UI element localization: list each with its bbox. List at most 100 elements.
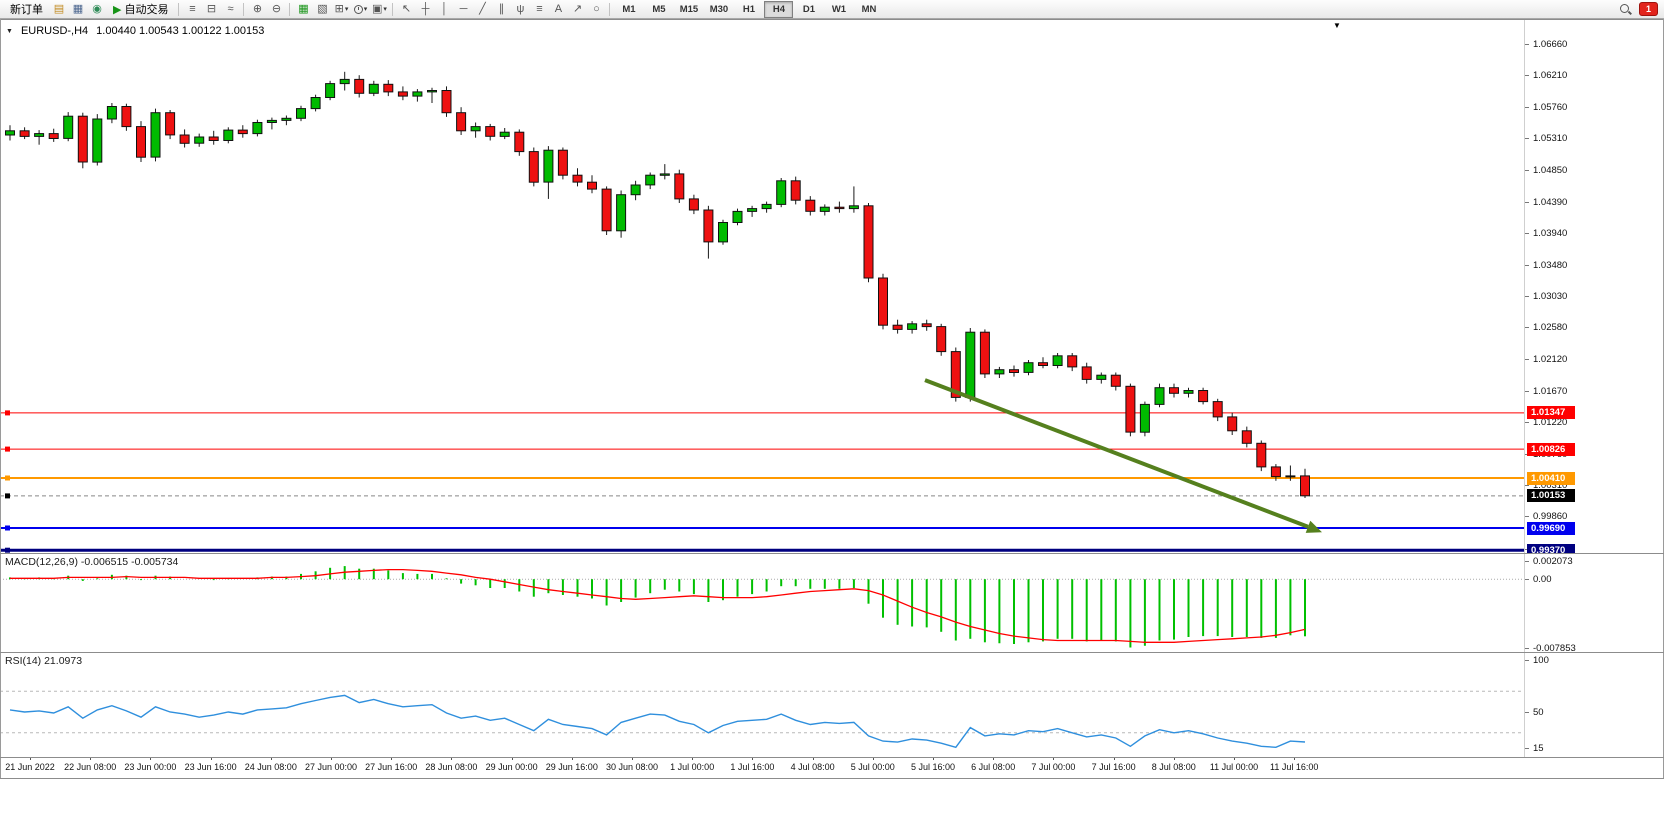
notification-badge[interactable]: 1	[1639, 2, 1658, 16]
price-tick-label: 1.04390	[1533, 196, 1568, 208]
time-tick-mark	[1113, 757, 1115, 760]
price-line-tag[interactable]: 1.01347	[1527, 406, 1575, 420]
vertical-line-tool-icon[interactable]: │	[441, 2, 448, 15]
shapes-tool-icon[interactable]: ○	[593, 2, 600, 15]
rsi-chart[interactable]	[0, 652, 1524, 757]
crosshair-tool-icon[interactable]: ┼	[421, 2, 430, 15]
search-handle	[1628, 10, 1632, 15]
time-label: 1 Jul 00:00	[670, 762, 715, 772]
time-label: 7 Jul 00:00	[1031, 762, 1076, 772]
price-tick-mark	[1525, 484, 1529, 486]
macd-label: MACD(12,26,9) -0.006515 -0.005734	[5, 556, 179, 568]
time-label: 30 Jun 08:00	[605, 762, 659, 772]
time-label: 11 Jul 00:00	[1209, 762, 1259, 772]
text-tool-icon[interactable]: A	[554, 2, 563, 15]
main-chart-panel[interactable]	[0, 19, 1524, 553]
timeframe-h1-button[interactable]: H1	[742, 3, 756, 15]
candlestick-chart-icon[interactable]: ⊟	[206, 2, 217, 15]
time-tick-mark	[993, 757, 995, 760]
symbol-dropdown-icon[interactable]: ▼	[6, 27, 13, 35]
price-tick-label: 1.06660	[1533, 39, 1568, 50]
timeframe-w1-button[interactable]: W1	[831, 3, 847, 15]
time-label: 5 Jul 00:00	[850, 762, 895, 772]
trendline-tool-icon[interactable]: ╱	[479, 2, 486, 15]
price-line-tag[interactable]: 1.00410	[1527, 471, 1575, 485]
time-tick-mark	[872, 757, 874, 760]
new-chart-glyph: ⊞	[334, 2, 344, 15]
time-tick-mark	[331, 757, 332, 760]
timeframe-m15-button[interactable]: M15	[679, 3, 699, 15]
rsi-label: RSI(14) 21.0973	[5, 655, 83, 667]
zoom-in-icon[interactable]: ⊕	[252, 2, 263, 15]
price-axis[interactable]: 1.06660 1.06210 1.05760 1.05310 1.04850 1.043…	[1524, 19, 1664, 557]
timeframe-h4-button[interactable]: H4	[764, 0, 794, 18]
timeframe-d1-button[interactable]: D1	[802, 3, 816, 15]
tile-windows-icon[interactable]: ▦	[298, 2, 309, 15]
templates-icon[interactable]: ▣ ▾	[370, 2, 388, 17]
zoom-out-icon[interactable]: ⊖	[271, 2, 282, 15]
price-tick-mark	[1525, 44, 1529, 45]
fibonacci-tool-icon[interactable]: ≡	[536, 2, 543, 15]
price-tick-mark	[1525, 232, 1529, 234]
rsi-tick-label: 100	[1533, 655, 1549, 666]
toolbar-separator	[243, 2, 245, 16]
time-tick-mark	[391, 757, 393, 760]
ohlc-values: 1.00440 1.00543 1.00122 1.00153	[96, 25, 265, 37]
clock-icon	[353, 4, 363, 14]
arrow-tool-icon[interactable]: ↗	[572, 2, 583, 15]
new-chart-icon[interactable]: ⊞ ▾	[332, 2, 350, 17]
price-line-tag[interactable]: 1.00153	[1527, 489, 1575, 503]
bar-chart-icon[interactable]: ≡	[189, 2, 196, 15]
horizontal-line-tool-icon[interactable]: ─	[459, 2, 468, 15]
rsi-separator[interactable]	[0, 652, 1664, 653]
candlestick-chart[interactable]	[0, 19, 1524, 553]
search-glass	[1620, 3, 1629, 13]
price-tick-label: 1.05760	[1533, 101, 1568, 113]
new-order-button[interactable]: 新订单	[4, 1, 49, 17]
time-tick-mark	[752, 757, 754, 760]
macd-panel[interactable]	[0, 553, 1524, 652]
time-label: 29 Jun 00:00	[485, 762, 538, 772]
line-chart-icon[interactable]: ≈	[227, 2, 234, 15]
macd-chart[interactable]	[0, 553, 1524, 652]
macd-axis: 0.002073 0.00 -0.007853	[1524, 553, 1664, 654]
time-tick-mark	[933, 757, 934, 760]
timeframe-m30-button[interactable]: M30	[709, 3, 729, 15]
time-tick-mark	[90, 757, 92, 760]
templates-glyph: ▣	[372, 2, 383, 15]
rsi-tick-mark	[1525, 660, 1529, 661]
price-tick-mark	[1525, 421, 1529, 423]
time-label: 28 Jun 08:00	[425, 762, 478, 772]
market-watch-icon[interactable]: ▤	[53, 2, 65, 15]
macd-separator[interactable]	[0, 553, 1664, 554]
time-tick-mark	[451, 757, 453, 760]
auto-trading-button[interactable]: ▶ 自动交易	[107, 1, 174, 17]
price-tick-mark	[1525, 516, 1529, 518]
timeframe-m5-button[interactable]: M5	[652, 3, 666, 15]
time-tick-mark	[692, 757, 694, 760]
periods-icon[interactable]: ▾	[351, 2, 369, 17]
time-label: 1 Jul 16:00	[730, 762, 775, 772]
time-label: 21 Jun 2022	[5, 762, 55, 772]
time-label: 22 Jun 08:00	[64, 762, 117, 772]
price-tick-label: 1.01670	[1533, 385, 1568, 397]
search-icon[interactable]	[1619, 3, 1632, 16]
rsi-panel[interactable]	[0, 652, 1524, 757]
price-tick-label: 1.02120	[1533, 354, 1568, 366]
price-tick-mark	[1525, 359, 1529, 361]
navigator-icon[interactable]: ◉	[92, 2, 102, 15]
window-bottom-border	[0, 778, 1664, 779]
price-tick-mark	[1525, 169, 1529, 171]
cascade-windows-icon[interactable]: ▧	[317, 2, 328, 15]
toolbar-separator	[609, 2, 611, 16]
price-line-tag[interactable]: 0.99690	[1527, 521, 1575, 535]
channel-tool-icon[interactable]: ∥	[498, 2, 505, 15]
data-window-icon[interactable]: ▦	[72, 2, 84, 15]
time-axis[interactable]: 21 Jun 2022 22 Jun 08:00 23 Jun 00:00 23 Ju…	[0, 757, 1524, 778]
timeframe-m1-button[interactable]: M1	[622, 3, 636, 15]
timeframe-mn-button[interactable]: MN	[861, 3, 877, 15]
pitchfork-tool-icon[interactable]: ψ	[516, 2, 525, 15]
cursor-tool-icon[interactable]: ↖	[401, 2, 412, 15]
price-line-tag[interactable]: 1.00826	[1527, 442, 1575, 456]
chart-shift-end-marker[interactable]: ▼	[1333, 21, 1341, 30]
